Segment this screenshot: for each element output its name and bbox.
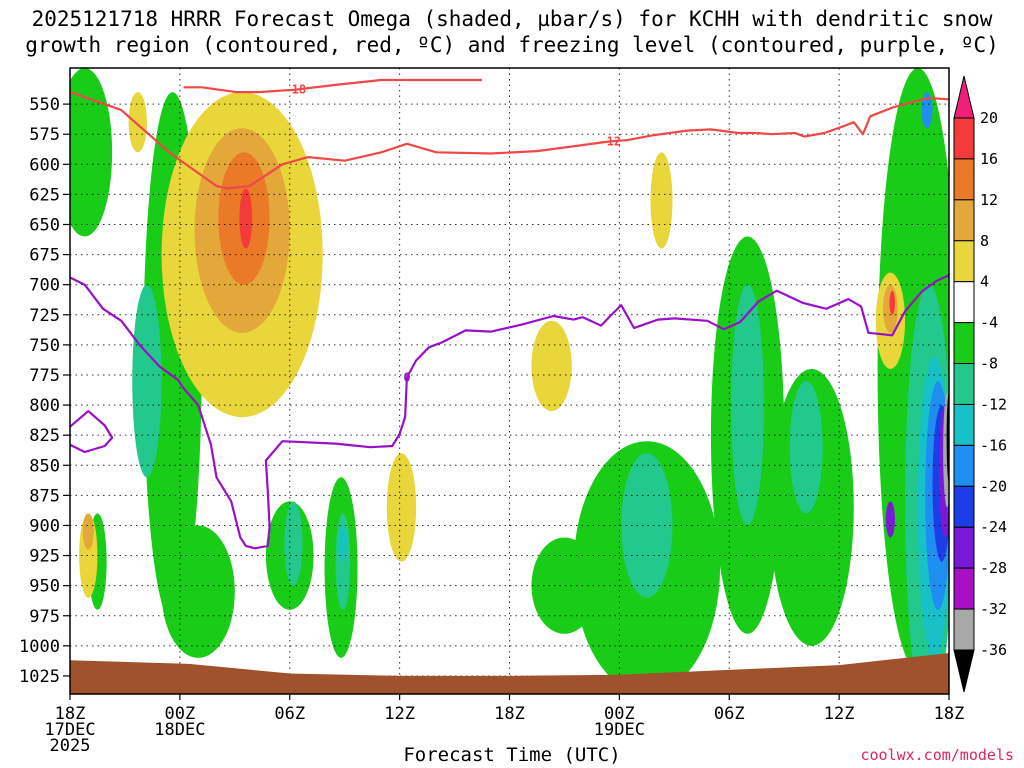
dgz-contour-label-0: -18	[284, 83, 306, 97]
y-tick-label-3: 625	[29, 185, 60, 205]
colorbar-label-8: -16	[980, 436, 1007, 454]
omega-region-8	[339, 525, 347, 562]
y-tick-label-9: 775	[29, 366, 60, 386]
colorbar-bin-12	[953, 567, 975, 610]
colorbar-label-2: 12	[980, 191, 998, 209]
y-tick-label-4: 650	[29, 216, 60, 236]
y-tick-label-15: 925	[29, 547, 60, 567]
colorbar-bin-3	[953, 199, 975, 242]
colorbar-bin-8	[953, 403, 975, 446]
x-tick-label-2-0: 06Z	[274, 704, 305, 724]
y-tick-label-14: 900	[29, 516, 60, 536]
omega-region-35	[531, 320, 572, 412]
colorbar-label-1: 16	[980, 150, 998, 168]
y-tick-label-11: 825	[29, 426, 60, 446]
y-tick-label-16: 950	[29, 577, 60, 597]
y-tick-label-10: 800	[29, 396, 60, 416]
x-tick-label-0-2: 2025	[50, 736, 91, 756]
colorbar-bin-13	[953, 608, 975, 651]
credit-link[interactable]: coolwx.com/models	[860, 746, 1014, 764]
terrain-surface	[70, 653, 949, 694]
dgz-contour-line-0	[183, 78, 482, 94]
omega-region-12	[621, 453, 673, 598]
colorbar-bin-4	[953, 240, 975, 283]
x-tick-label-1-0: 00Z	[165, 704, 196, 724]
colorbar-label-11: -28	[980, 559, 1007, 577]
terrain-fill	[70, 653, 949, 694]
colorbar-label-12: -32	[980, 600, 1007, 618]
colorbar-label-3: 8	[980, 232, 989, 250]
y-axis: 550 575 600 625 650 675 700 725 750 775 800 825 850 8…	[19, 95, 70, 687]
colorbar-label-7: -12	[980, 395, 1007, 413]
freezing-contour-line-0	[70, 274, 949, 550]
omega-region-26	[885, 501, 895, 538]
omega-region-2	[132, 284, 162, 478]
colorbar-bin-14	[953, 649, 975, 693]
omega-region-16	[789, 381, 823, 514]
x-tick-label-1-1: 18DEC	[154, 720, 205, 740]
omega-shading	[70, 68, 949, 694]
omega-region-39	[889, 290, 895, 315]
x-tick-label-4-0: 18Z	[494, 704, 525, 724]
colorbar-label-6: -8	[980, 355, 998, 373]
colorbar-label-0: 20	[980, 109, 998, 127]
y-tick-label-7: 725	[29, 306, 60, 326]
x-tick-label-0-1: 17DEC	[44, 720, 95, 740]
x-tick-label-0-0: 18Z	[55, 704, 86, 724]
colorbar-bin-7	[953, 363, 975, 405]
x-tick-label-6-0: 06Z	[714, 704, 745, 724]
colorbar-bin-11	[953, 526, 975, 569]
omega-region-33	[82, 513, 94, 550]
y-tick-label-18: 1000	[19, 637, 60, 657]
y-tick-label-0: 550	[29, 95, 60, 115]
omega-region-5	[284, 501, 303, 586]
colorbar-bin-5	[953, 281, 975, 324]
omega-region-3	[161, 525, 235, 658]
freezing-contour-line-1	[70, 410, 114, 454]
y-tick-label-8: 750	[29, 336, 60, 356]
x-tick-label-7-0: 12Z	[824, 704, 855, 724]
colorbar-label-9: -20	[980, 477, 1007, 495]
x-tick-label-5-0: 00Z	[604, 704, 635, 724]
colorbar-bin-9	[953, 444, 975, 487]
colorbar-label-5: -4	[980, 314, 998, 332]
omega-region-31	[239, 188, 253, 249]
colorbar-bin-1	[953, 117, 975, 160]
colorbar-label-13: -36	[980, 641, 1007, 659]
y-tick-label-19: 1025	[19, 667, 60, 687]
y-tick-label-6: 700	[29, 276, 60, 296]
y-tick-label-2: 600	[29, 155, 60, 175]
omega-region-34	[386, 453, 417, 562]
colorbar-bin-0	[953, 75, 975, 119]
y-tick-label-17: 975	[29, 607, 60, 627]
y-tick-label-12: 850	[29, 456, 60, 476]
x-tick-label-5-1: 19DEC	[594, 720, 645, 740]
colorbar-label-4: 4	[980, 273, 989, 291]
dgz-contour-line-1	[70, 91, 949, 190]
freezing-contour-label-0: 0	[403, 370, 410, 384]
chart-title-line-1: 2025121718 HRRR Forecast Omega (shaded, …	[31, 7, 993, 31]
y-tick-label-5: 675	[29, 246, 60, 266]
y-tick-label-1: 575	[29, 125, 60, 145]
y-tick-label-13: 875	[29, 486, 60, 506]
dendritic-growth-contours: -18 -12	[70, 78, 949, 190]
omega-region-0	[70, 68, 113, 237]
colorbar-bin-6	[953, 322, 975, 365]
x-tick-label-8-0: 18Z	[934, 704, 965, 724]
dgz-contour-label-1: -12	[599, 134, 621, 148]
chart-title: 2025121718 HRRR Forecast Omega (shaded, …	[0, 6, 1024, 58]
x-tick-label-3-0: 12Z	[384, 704, 415, 724]
colorbar-bin-10	[953, 485, 975, 528]
omega-region-27	[128, 92, 147, 153]
freezing-level-contours: 0	[70, 274, 949, 550]
colorbar-label-10: -24	[980, 518, 1007, 536]
colorbar-bin-2	[953, 158, 975, 201]
omega-region-25	[921, 92, 933, 129]
x-axis-title: Forecast Time (UTC)	[403, 744, 621, 766]
chart-title-line-2: growth region (contoured, red, ºC) and f…	[25, 33, 999, 57]
colorbar: 20 16 12 8 4 -4 -8 -12 -16 -20 -24 -28 -32 -36	[953, 75, 1007, 693]
omega-region-36	[650, 152, 673, 249]
